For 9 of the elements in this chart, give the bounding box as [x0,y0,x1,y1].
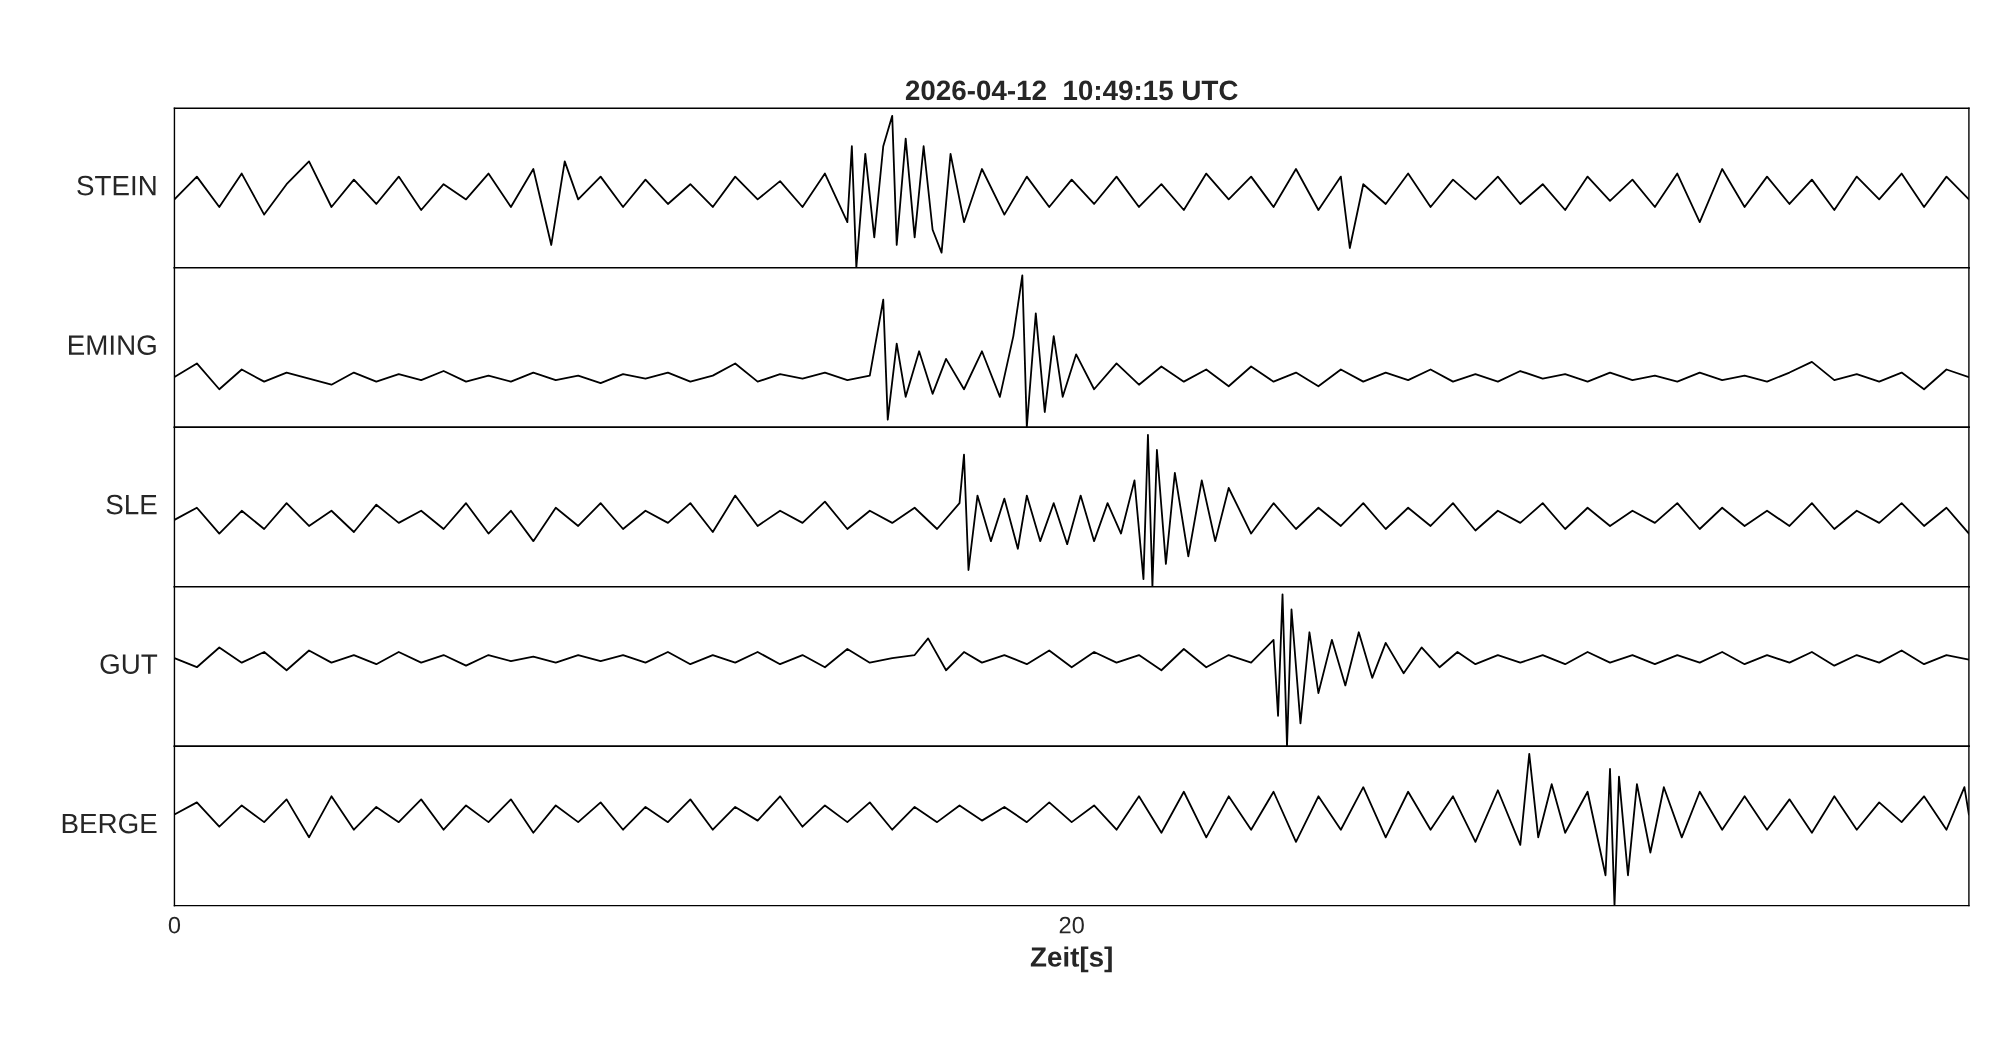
x-tick-label: 20 [1059,916,1084,934]
x-axis-title: Zeit[s] [1030,946,1112,973]
y-axis-title: BERGE [62,813,157,834]
x-tick-label: 0 [168,916,181,934]
y-axis-title: SLE [106,494,157,515]
chart-title: 2026-04-12 10:49:15 UTC [905,80,1238,101]
y-axis-title: STEIN [77,175,156,196]
y-axis-title: EMING [69,335,156,355]
y-axis-title: GUT [100,654,158,674]
